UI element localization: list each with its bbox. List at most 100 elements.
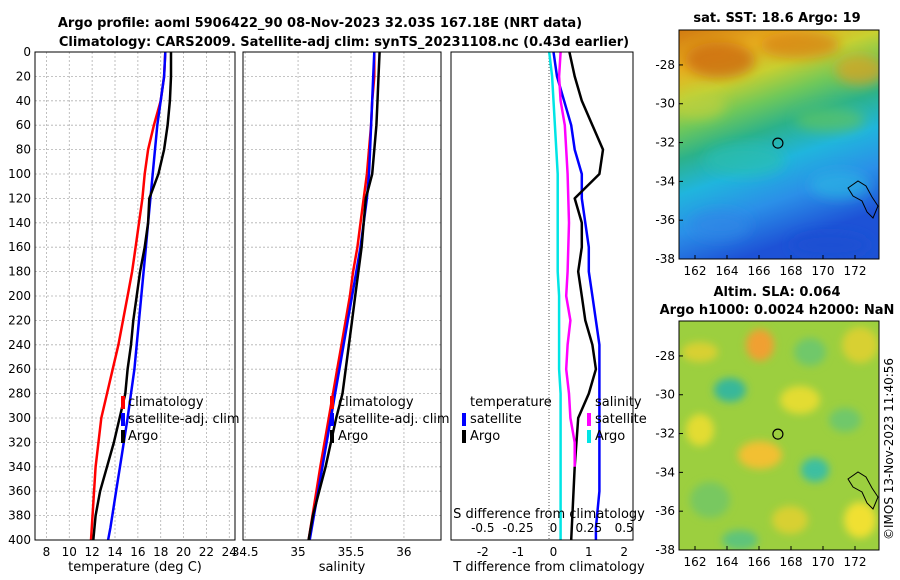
legend-swatch-argo [121,430,125,443]
latitude-tick-label: -34 [655,465,675,479]
sla-map-title-line1: Altim. SLA: 0.064 [714,285,841,300]
latitude-tick-label: -28 [655,349,675,363]
legend-s-argo: Argo [595,429,625,444]
t-difference-xlabel: T difference from climatology [452,560,645,575]
sst-texture [679,31,879,257]
legend-swatch-s-argo [587,430,591,443]
temperature-tick-label: 10 [62,545,77,559]
salinity-axes-box [242,51,442,541]
depth-tick-label: 60 [16,118,31,132]
t-diff-tick-label: 0 [550,545,558,559]
latitude-tick-label: -36 [655,504,675,518]
salinity-tick-label: 35 [290,545,305,559]
depth-tick-label: 200 [8,289,31,303]
salinity-series-satellite-adj-clim [308,51,376,541]
temperature-series-argo [92,52,173,541]
imos-timestamp: ©IMOS 13-Nov-2023 11:40:56 [882,358,896,540]
depth-tick-label: 20 [16,69,31,83]
temperature-axes-box [34,51,236,541]
salinity-tick-label: 36 [396,545,411,559]
longitude-tick-label: 172 [844,555,867,569]
legend-t-satellite: satellite [470,412,522,427]
depth-tick-label: 180 [8,265,31,279]
temperature-series-satellite-adj-clim [106,51,167,541]
difference-series-s-satellite-clim [557,51,576,467]
t-diff-tick-label: -1 [512,545,524,559]
latitude-tick-label: -32 [655,136,675,150]
depth-tick-label: 0 [23,45,31,59]
latitude-tick-label: -38 [655,543,675,557]
depth-tick-label: 300 [8,411,31,425]
difference-axes-box [450,51,634,541]
legend-swatch-argo [330,430,334,443]
s-difference-label: S difference from climatology [453,507,645,522]
salinity-tick-label: 34.5 [232,545,259,559]
sla-map-title-line2: Argo h1000: 0.0024 h2000: NaN [660,303,895,318]
legend-argo: Argo [128,429,158,444]
t-diff-tick-label: 1 [585,545,593,559]
longitude-tick-label: 170 [812,555,835,569]
salinity-tick-label: 35.5 [338,545,365,559]
temperature-tick-label: 12 [85,545,100,559]
legend-climatology: climatology [338,395,414,410]
figure-title-line1: Argo profile: aoml 5906422_90 08-Nov-202… [58,16,582,31]
difference-panel: -2 -1 0 1 2 temperature satellite Argo salin… [450,51,647,575]
difference-series-t-argo-clim [568,51,605,541]
longitude-tick-label: 168 [780,264,803,278]
depth-tick-label: 240 [8,338,31,352]
legend-swatch-climatology [121,396,125,409]
longitude-tick-label: 168 [780,555,803,569]
temperature-series-climatology [89,51,167,541]
temperature-xlabel: temperature (deg C) [68,560,202,575]
legend-climatology: climatology [128,395,204,410]
legend-satellite: satellite-adj. clim [128,412,240,427]
depth-tick-label: 380 [8,509,31,523]
depth-tick-label: 220 [8,313,31,327]
coastline-new-caledonia [847,471,879,510]
difference-series-s-argo-clim [547,51,562,540]
latitude-tick-label: -30 [655,388,675,402]
legend-swatch-climatology [330,396,334,409]
s-diff-tick-label: -0.25 [503,521,534,535]
depth-tick-label: 280 [8,387,31,401]
depth-tick-label: 120 [8,191,31,205]
latitude-tick-label: -32 [655,427,675,441]
difference-legend-temperature: temperature satellite Argo [462,395,552,444]
sla-map-panel: Altim. SLA: 0.064 Argo h1000: 0.0024 h20… [655,285,894,569]
depth-tick-label: 340 [8,460,31,474]
difference-series-t-satellite-clim [552,51,601,540]
depth-tick-label: 320 [8,435,31,449]
difference-legend-salinity: salinity satellite Argo [587,395,647,444]
sst-axes-box [678,29,880,260]
depth-tick-label: 80 [16,143,31,157]
legend-swatch-t-satellite [462,413,466,426]
t-diff-tick-label: -2 [477,545,489,559]
depth-tick-label: 100 [8,167,31,181]
temperature-panel: 0 20 40 60 80 100 120 140 160 180 200 220 240 260 280 3… [8,45,441,575]
longitude-tick-label: 164 [716,555,739,569]
legend-swatch-satellite [330,413,334,426]
s-diff-tick-label: 0.25 [575,521,602,535]
latitude-tick-label: -30 [655,97,675,111]
longitude-tick-label: 162 [684,555,707,569]
temperature-tick-label: 8 [43,545,51,559]
longitude-tick-label: 164 [716,264,739,278]
longitude-tick-label: 162 [684,264,707,278]
depth-tick-label: 260 [8,362,31,376]
t-diff-tick-label: 2 [620,545,628,559]
latitude-tick-label: -34 [655,174,675,188]
depth-tick-label: 160 [8,240,31,254]
temperature-tick-label: 24 [222,545,237,559]
legend-t-heading: temperature [470,395,552,410]
temperature-tick-label: 14 [107,545,122,559]
legend-s-satellite: satellite [595,412,647,427]
latitude-tick-label: -28 [655,58,675,72]
temperature-tick-label: 20 [176,545,191,559]
coastline-new-caledonia [847,180,879,219]
salinity-xlabel: salinity [319,560,366,575]
legend-argo: Argo [338,429,368,444]
argo-position-marker [772,428,784,440]
longitude-tick-label: 170 [812,264,835,278]
depth-tick-label: 140 [8,216,31,230]
